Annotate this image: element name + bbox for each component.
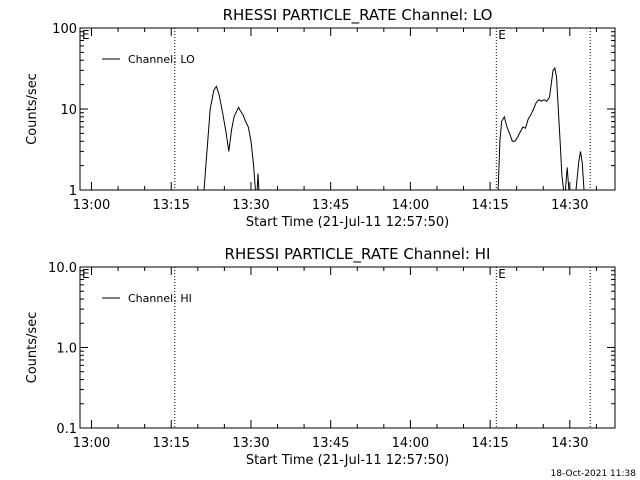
y-tick-label: 10.0: [48, 261, 77, 276]
series-line: [203, 85, 256, 191]
y-tick-label: 1: [69, 184, 77, 199]
series-line: [497, 66, 565, 191]
x-tick-label: 13:00: [73, 436, 110, 451]
x-tick-label: 14:00: [392, 198, 429, 213]
x-tick-label: 13:15: [152, 198, 189, 213]
x-tick-label: 13:00: [73, 198, 110, 213]
y-tick-label: 10: [60, 103, 77, 118]
x-tick-label: 14:00: [392, 436, 429, 451]
x-tick-label: 13:15: [152, 436, 189, 451]
marker-label: E: [498, 267, 506, 281]
y-tick-label: 0.1: [56, 422, 77, 437]
marker-label: E: [82, 28, 90, 42]
x-tick-label: 13:30: [232, 436, 269, 451]
chart-panel-2: RHESSI PARTICLE_RATE Channel: HI Counts/s…: [25, 245, 616, 468]
legend-label: Channel: HI: [128, 292, 192, 305]
legend-label: Channel: LO: [128, 53, 195, 66]
series-line: [256, 173, 260, 191]
y-axis-label: Counts/sec: [25, 312, 40, 384]
x-tick-label: 14:15: [471, 198, 508, 213]
chart-title: RHESSI PARTICLE_RATE Channel: HI: [225, 245, 491, 264]
timestamp: 18-Oct-2021 11:38: [551, 469, 637, 479]
x-axis-label: Start Time (21-Jul-11 12:57:50): [246, 453, 449, 468]
x-tick-label: 14:15: [471, 436, 508, 451]
x-axis-label: Start Time (21-Jul-11 12:57:50): [246, 215, 449, 230]
y-axis-label: Counts/sec: [25, 73, 40, 145]
x-tick-label: 14:30: [551, 436, 588, 451]
x-tick-label: 13:45: [312, 198, 349, 213]
x-tick-label: 14:30: [551, 198, 588, 213]
marker-label: E: [82, 267, 90, 281]
marker-label: E: [498, 28, 506, 42]
chart-title: RHESSI PARTICLE_RATE Channel: LO: [223, 6, 493, 25]
x-tick-label: 13:30: [232, 198, 269, 213]
x-tick-label: 13:45: [312, 436, 349, 451]
chart-panel-1: RHESSI PARTICLE_RATE Channel: LO Counts/s…: [25, 6, 616, 230]
y-tick-label: 100: [52, 22, 77, 37]
series-line: [575, 151, 585, 191]
y-tick-label: 1.0: [56, 342, 77, 357]
series-line: [564, 167, 570, 191]
